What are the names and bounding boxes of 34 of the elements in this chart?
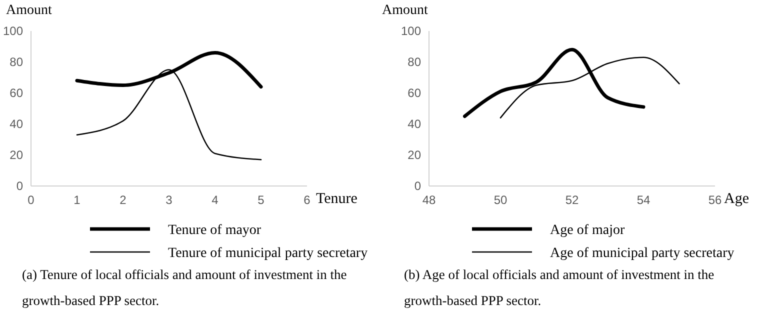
y-tick-label: 60 xyxy=(10,86,24,100)
x-tick-label: 4 xyxy=(212,193,219,207)
y-tick-label: 0 xyxy=(16,179,24,194)
x-tick-label: 3 xyxy=(166,193,173,207)
legend-label: Tenure of mayor xyxy=(168,222,262,238)
x-tick-label: 0 xyxy=(28,193,35,207)
y-tick-label: 100 xyxy=(2,24,24,38)
y-tick-label: 20 xyxy=(10,148,24,162)
legend-label: Age of municipal party secretary xyxy=(550,246,734,261)
y-tick-label: 20 xyxy=(408,148,422,162)
text: (b) Age of local officials and amount of investment in the growth-based PPP sector. xyxy=(404,266,716,310)
x-axis-title: Age xyxy=(724,191,750,207)
x-tick-label: 56 xyxy=(708,193,722,207)
x-tick-label: 54 xyxy=(636,193,650,207)
y-tick-label: 80 xyxy=(10,55,24,70)
y-tick-label: 40 xyxy=(10,117,24,132)
x-tick-label: 50 xyxy=(494,193,508,207)
y-tick-label: 60 xyxy=(408,86,422,100)
x-tick-label: 5 xyxy=(258,193,265,207)
x-tick-label: 48 xyxy=(422,193,436,207)
y-axis-title: Amount xyxy=(6,3,52,18)
legend-label: Tenure of municipal party secretary xyxy=(168,246,368,261)
x-tick-label: 2 xyxy=(120,193,127,207)
x-tick-label: 52 xyxy=(565,193,579,207)
y-axis-title: Amount xyxy=(382,3,428,18)
y-tick-label: 80 xyxy=(408,55,422,70)
text: (a) Tenure of local officials and amount of investment in the growth-based PPP sector. xyxy=(22,266,348,310)
y-tick-label: 100 xyxy=(400,24,422,38)
x-axis-title: Tenure xyxy=(316,191,358,207)
x-tick-label: 1 xyxy=(74,193,81,207)
x-tick-label: 6 xyxy=(304,193,311,207)
y-tick-label: 0 xyxy=(414,179,422,194)
legend-label: Age of major xyxy=(550,222,625,238)
y-tick-label: 40 xyxy=(408,117,422,132)
